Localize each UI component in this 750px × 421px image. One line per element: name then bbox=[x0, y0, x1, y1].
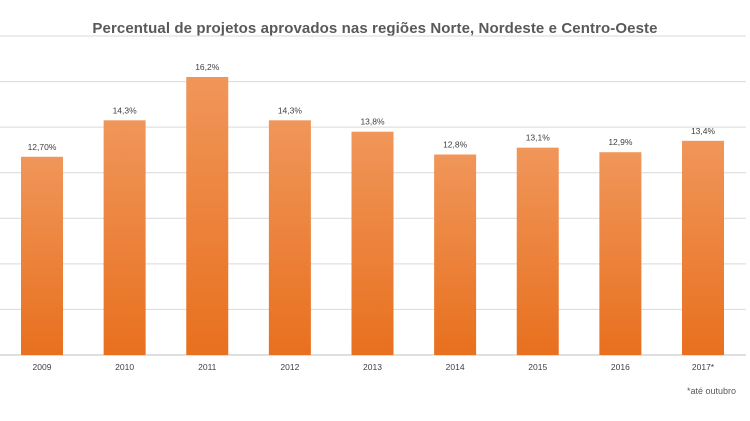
data-label: 14,3% bbox=[278, 105, 303, 115]
data-label: 13,4% bbox=[691, 126, 716, 136]
data-label: 13,8% bbox=[360, 117, 385, 127]
bar-2013 bbox=[351, 131, 394, 355]
data-label: 14,3% bbox=[113, 105, 138, 115]
footnote: *até outubro bbox=[686, 386, 736, 396]
bars bbox=[21, 77, 724, 355]
x-tick-label: 2013 bbox=[363, 362, 382, 372]
data-label: 12,8% bbox=[443, 139, 468, 149]
data-label: 13,1% bbox=[526, 133, 551, 143]
data-label: 12,9% bbox=[608, 137, 633, 147]
chart-title: Percentual de projetos aprovados nas reg… bbox=[92, 20, 658, 37]
data-label: 16,2% bbox=[195, 62, 220, 72]
data-labels: 12,70% 14,3% 16,2% 14,3% 13,8% 12,8% 13,1% 12,9… bbox=[28, 62, 716, 152]
x-tick-label: 2010 bbox=[115, 362, 134, 372]
bar-2016 bbox=[599, 152, 642, 355]
bar-2011 bbox=[186, 77, 229, 355]
bar-2009 bbox=[21, 156, 63, 355]
x-tick-labels: 2009 2010 2011 2012 2013 2014 2015 2016 2017* bbox=[33, 362, 715, 372]
bar-2015 bbox=[516, 147, 559, 355]
bar-2017* bbox=[682, 140, 724, 355]
data-label: 12,70% bbox=[28, 142, 57, 152]
bar-2012 bbox=[268, 120, 311, 355]
bar-2014 bbox=[434, 154, 477, 355]
x-tick-label: 2017* bbox=[692, 362, 715, 372]
bar-2010 bbox=[103, 120, 146, 355]
x-tick-label: 2012 bbox=[280, 362, 299, 372]
x-tick-label: 2009 bbox=[33, 362, 52, 372]
x-tick-label: 2015 bbox=[528, 362, 547, 372]
x-tick-label: 2016 bbox=[611, 362, 630, 372]
x-tick-label: 2014 bbox=[446, 362, 465, 372]
x-tick-label: 2011 bbox=[198, 362, 217, 372]
